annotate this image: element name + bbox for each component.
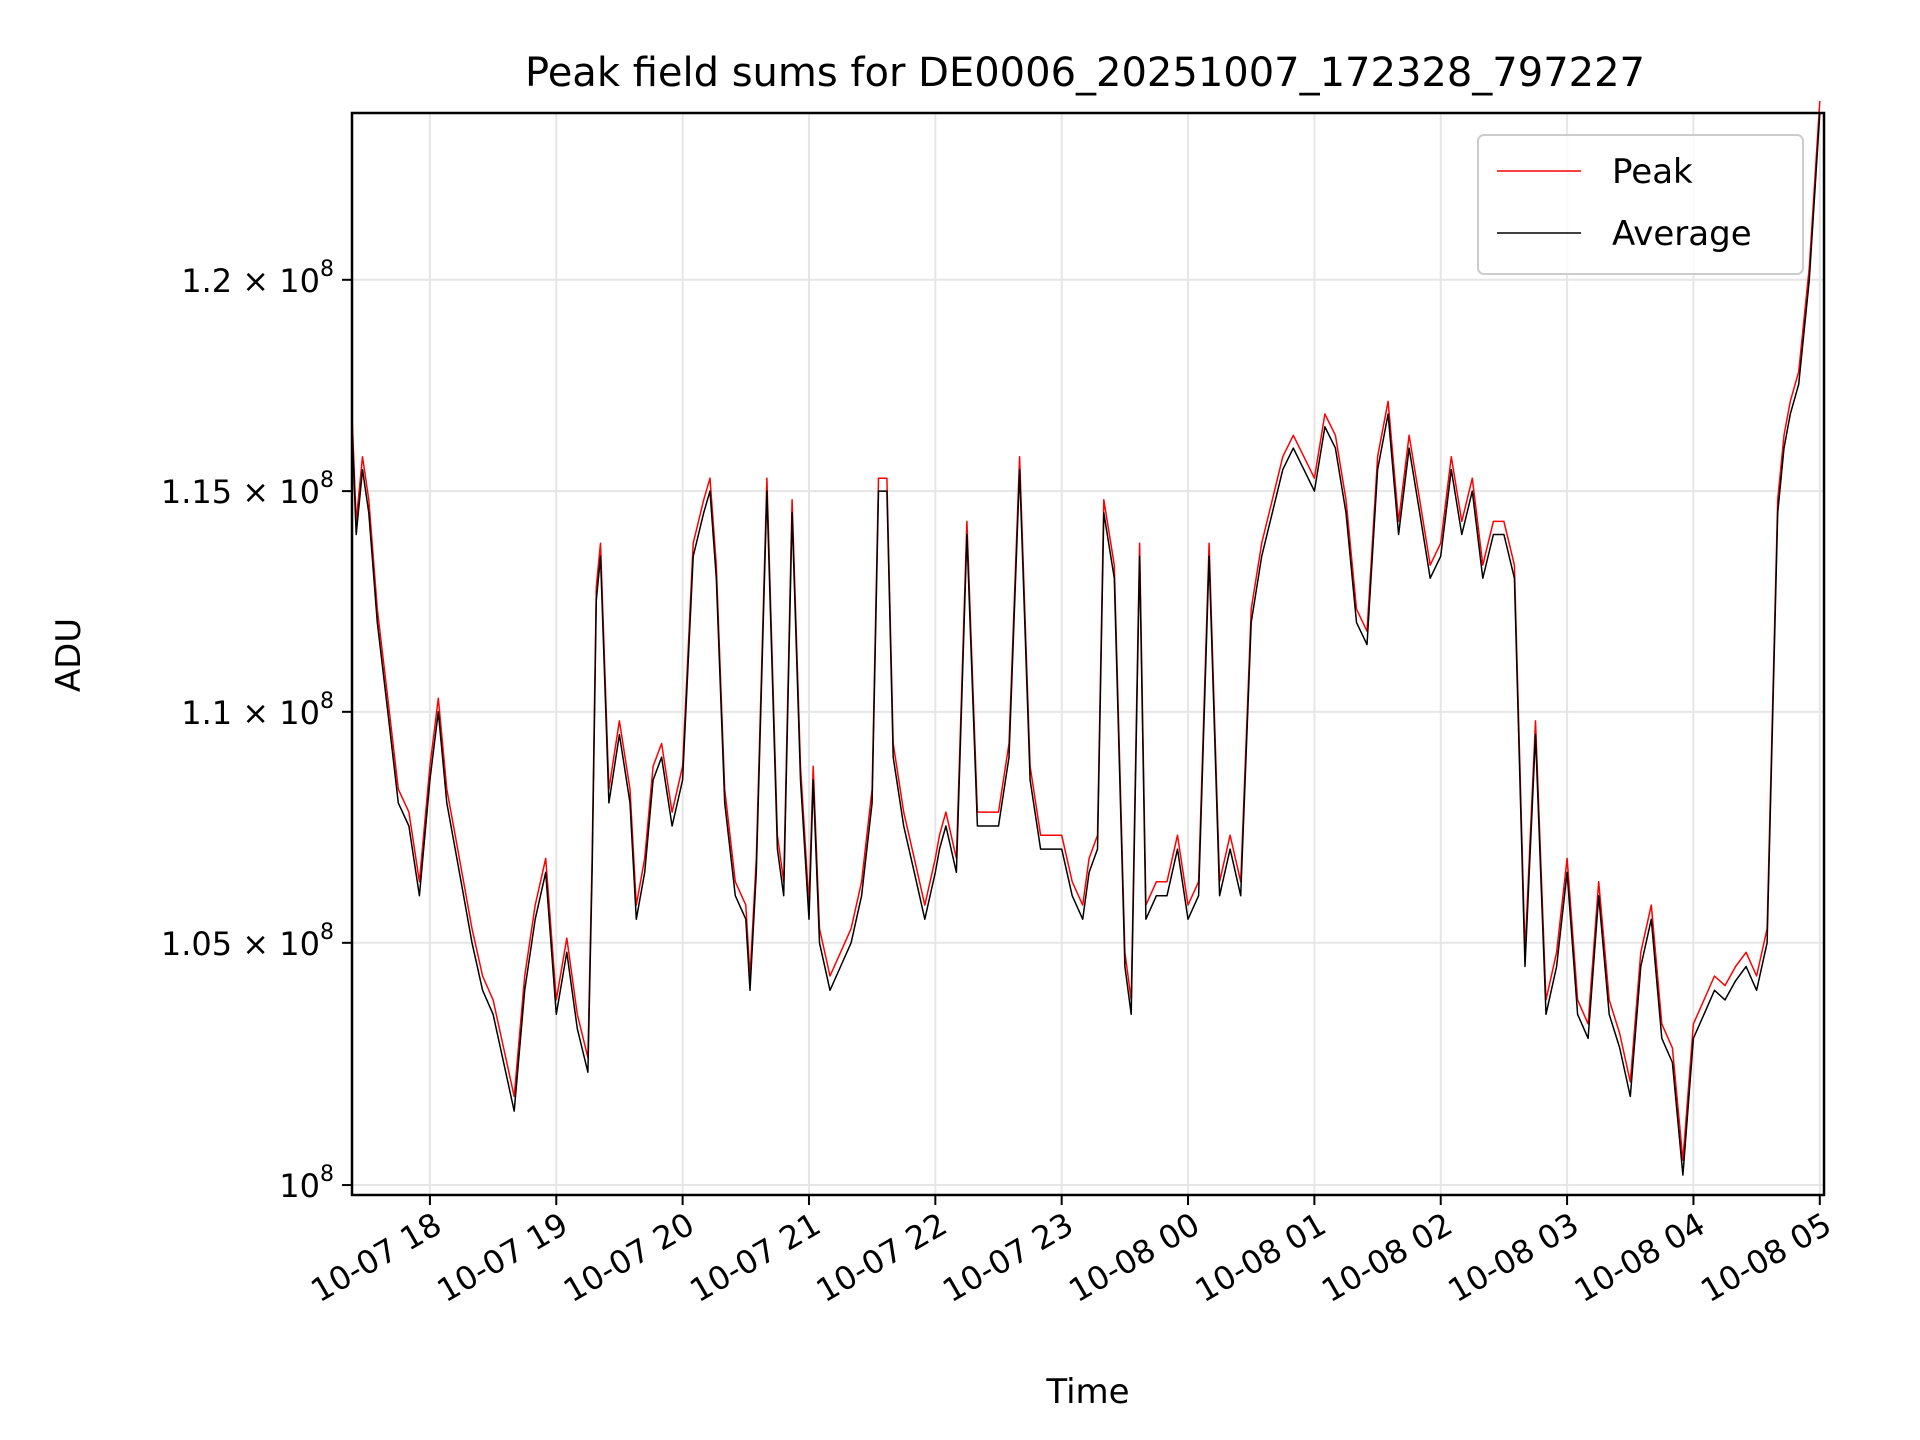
chart-title: Peak field sums for DE0006_20251007_1723… xyxy=(525,50,1645,96)
x-tick-label: 10-07 21 xyxy=(683,1205,827,1310)
legend-label-average: Average xyxy=(1612,214,1752,254)
y-tick-label: 108 xyxy=(279,1162,334,1205)
y-tick-label: 1.2 × 108 xyxy=(181,257,334,300)
x-tick-label: 10-07 23 xyxy=(936,1205,1080,1310)
legend: Peak Average xyxy=(1477,134,1804,275)
legend-label-peak: Peak xyxy=(1612,152,1693,192)
y-axis-label: ADU xyxy=(49,618,89,692)
y-tick-label: 1.05 × 108 xyxy=(161,920,334,963)
y-tick-label: 1.15 × 108 xyxy=(161,468,334,511)
x-axis-label: Time xyxy=(1045,1372,1129,1412)
series-line-average xyxy=(351,112,1821,1176)
x-tick-label: 10-08 04 xyxy=(1568,1205,1712,1310)
x-tick-label: 10-07 18 xyxy=(304,1205,448,1310)
x-tick-label: 10-08 01 xyxy=(1189,1205,1333,1310)
grid xyxy=(352,113,1824,1195)
x-tick-label: 10-07 19 xyxy=(431,1205,575,1310)
x-tick-label: 10-07 20 xyxy=(557,1205,701,1310)
x-tick-label: 10-08 03 xyxy=(1441,1205,1585,1310)
plot-frame xyxy=(350,111,1826,1197)
x-tick-label: 10-08 05 xyxy=(1694,1205,1838,1310)
x-tick-label: 10-07 22 xyxy=(810,1205,954,1310)
legend-box xyxy=(1477,134,1804,275)
y-axis: 108 1.05 × 108 1.1 × 108 1.15 × 108 1.2 × 10… xyxy=(161,257,352,1205)
x-tick-label: 10-08 00 xyxy=(1062,1205,1206,1310)
x-tick-label: 10-08 02 xyxy=(1315,1205,1459,1310)
series-lines xyxy=(351,100,1821,1176)
y-tick-label: 1.1 × 108 xyxy=(181,689,334,732)
